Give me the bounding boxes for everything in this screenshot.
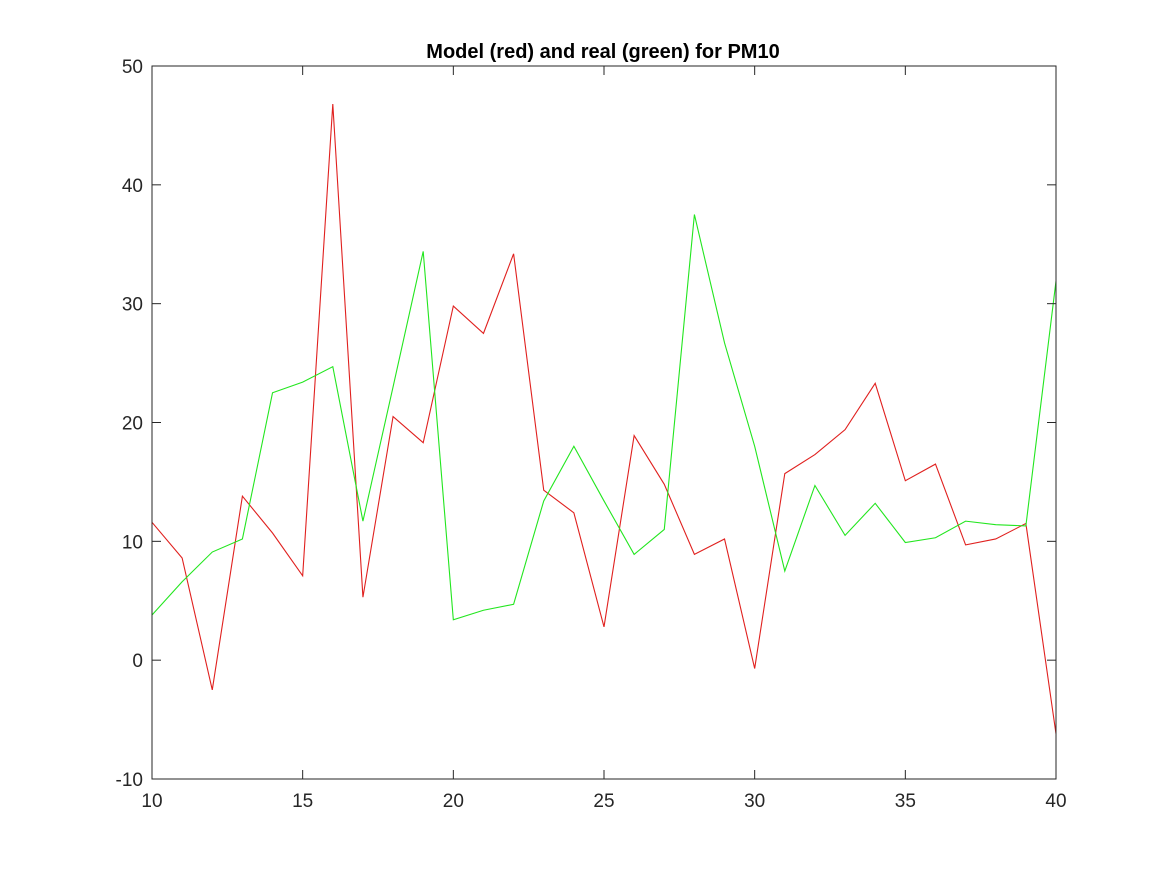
x-tick-label: 15 — [292, 791, 313, 812]
y-tick-label: 0 — [132, 651, 143, 672]
x-tick-label: 40 — [1045, 791, 1066, 812]
y-tick-label: -10 — [116, 770, 143, 791]
y-tick-label: 50 — [122, 57, 143, 78]
series-layer — [151, 103, 1057, 734]
y-tick-label: 40 — [122, 176, 143, 197]
chart-title: Model (red) and real (green) for PM10 — [426, 41, 779, 63]
tick-layer: 10 15 20 25 30 35 40 -10 0 10 20 30 40 50 — [116, 57, 1067, 812]
y-tick-label: 30 — [122, 295, 143, 316]
y-tick-label: 20 — [122, 414, 143, 435]
series-line-1 — [151, 214, 1057, 621]
x-tick-label: 10 — [141, 791, 162, 812]
y-tick-label: 10 — [122, 532, 143, 553]
axes-box — [151, 65, 1057, 780]
x-tick-label: 30 — [744, 791, 765, 812]
x-tick-label: 20 — [443, 791, 464, 812]
series-line-0 — [151, 103, 1057, 734]
x-tick-label: 25 — [593, 791, 614, 812]
x-tick-label: 35 — [895, 791, 916, 812]
